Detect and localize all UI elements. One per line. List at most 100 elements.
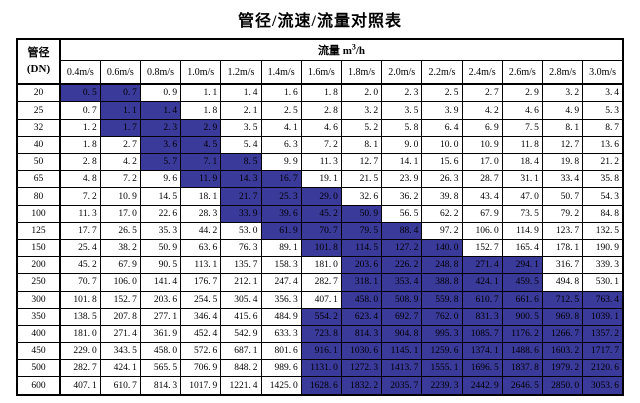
flow-value-cell: 494. 8: [541, 273, 584, 292]
flow-value-cell: 1. 2: [59, 118, 101, 137]
flow-value-cell: 67. 9: [99, 256, 141, 275]
velocity-header: 0.4m/s: [59, 60, 101, 85]
flow-value-cell: 565. 5: [139, 359, 182, 378]
flow-value-cell: 424. 1: [99, 359, 141, 378]
flow-value-cell: 97. 2: [421, 221, 463, 240]
flow-value-cell: 339. 3: [582, 256, 624, 275]
flow-value-cell: 23. 9: [381, 170, 423, 189]
flow-value-cell: 508. 9: [381, 290, 423, 309]
flow-value-cell: 316. 7: [541, 256, 584, 275]
flow-value-cell: 8. 1: [340, 135, 383, 155]
flow-value-cell: 7. 5: [501, 118, 543, 137]
flow-value-cell: 1017. 9: [180, 376, 222, 396]
flow-value-cell: 2239. 3: [421, 376, 463, 396]
velocity-header-row: 0.4m/s 0.6m/s 0.8m/s 1.0m/s 1.2m/s 1.4m/s 1.6m…: [17, 60, 624, 85]
flow-value-cell: 1979. 2: [541, 359, 584, 378]
flow-value-cell: 712. 5: [541, 290, 584, 309]
flow-value-cell: 114. 9: [501, 221, 543, 240]
flow-value-cell: 12. 7: [541, 135, 584, 155]
flow-value-cell: 101. 8: [300, 238, 342, 258]
flow-value-cell: 458. 0: [139, 342, 182, 361]
flow-value-cell: 152. 7: [99, 290, 141, 309]
flow-value-cell: 1266. 7: [541, 324, 584, 344]
flow-rate-table: 管径 (DN) 流量 m3/h 0.4m/s 0.6m/s 0.8m/s 1.0m/s 1…: [16, 38, 624, 396]
flow-value-cell: 4. 8: [59, 170, 101, 189]
flow-value-cell: 203. 6: [139, 290, 182, 309]
flow-value-cell: 45. 2: [300, 204, 342, 223]
flow-value-cell: 1. 1: [99, 101, 141, 120]
table-row: 80 7. 2 10. 9 14. 5 18. 1 21. 7 25. 3 29. 0 32. …: [16, 187, 624, 206]
table-row: 32 1. 2 1. 7 2. 3 2. 9 3. 5 4. 1 4. 6 5. 2 5. 8 6.…: [16, 118, 624, 137]
flow-value-cell: 54. 3: [582, 187, 624, 206]
flow-value-cell: 5. 7: [139, 153, 182, 172]
flow-value-cell: 226. 2: [381, 256, 423, 275]
flow-value-cell: 11. 3: [300, 153, 342, 172]
flow-value-cell: 14. 1: [381, 153, 423, 172]
flow-value-cell: 8. 1: [541, 118, 584, 137]
velocity-header: 3.0m/s: [582, 60, 624, 85]
velocity-header: 0.8m/s: [139, 60, 182, 85]
flow-value-cell: 50. 9: [139, 238, 182, 258]
flow-value-cell: 10. 0: [421, 135, 463, 155]
flow-value-cell: 56. 5: [381, 204, 423, 223]
flow-value-cell: 8. 5: [220, 153, 262, 172]
flow-value-cell: 247. 4: [260, 273, 302, 292]
velocity-header: 2.2m/s: [421, 60, 463, 85]
flow-value-cell: 84. 8: [582, 204, 624, 223]
flow-value-cell: 1628. 6: [300, 376, 342, 396]
flow-value-cell: 559. 8: [421, 290, 463, 309]
table-row: 200 45. 2 67. 9 90. 5 113. 1 135. 7 158. 3 181.…: [16, 256, 624, 275]
flow-value-cell: 207. 8: [99, 307, 141, 326]
flow-value-cell: 7. 2: [99, 170, 141, 189]
flow-value-cell: 190. 9: [582, 238, 624, 258]
velocity-header: 2.0m/s: [381, 60, 423, 85]
flow-value-cell: 21. 2: [582, 153, 624, 172]
flow-value-cell: 2. 8: [300, 101, 342, 120]
flow-value-cell: 70. 7: [59, 273, 101, 292]
dn-value: 350: [16, 307, 61, 326]
flow-value-cell: 2850. 0: [541, 376, 584, 396]
flow-value-cell: 610. 7: [461, 290, 503, 309]
flow-value-cell: 2. 9: [501, 83, 543, 103]
dn-header-line1: 管径: [27, 46, 50, 59]
dn-value: 25: [16, 101, 61, 120]
flow-value-cell: 2. 8: [59, 153, 101, 172]
flow-value-cell: 2. 9: [180, 118, 222, 137]
flow-value-cell: 1425. 0: [260, 376, 302, 396]
flow-value-cell: 916. 1: [300, 342, 342, 361]
flow-value-cell: 3. 6: [139, 135, 182, 155]
table-row: 600 407. 1 610. 7 814. 3 1017. 9 1221. 4 1425.…: [16, 376, 624, 396]
flow-value-cell: 181. 0: [59, 324, 101, 344]
flow-value-cell: 21. 5: [340, 170, 383, 189]
flow-value-cell: 1696. 5: [461, 359, 503, 378]
velocity-header: 2.6m/s: [501, 60, 543, 85]
flow-value-cell: 687. 1: [220, 342, 262, 361]
flow-value-cell: 3053. 6: [582, 376, 624, 396]
flow-value-cell: 181. 0: [300, 256, 342, 275]
flow-value-cell: 28. 3: [180, 204, 222, 223]
flow-value-cell: 5. 8: [381, 118, 423, 137]
flow-value-cell: 15. 6: [421, 153, 463, 172]
flow-value-cell: 989. 6: [260, 359, 302, 378]
flow-value-cell: 1. 6: [260, 83, 302, 103]
flow-value-cell: 63. 6: [180, 238, 222, 258]
flow-value-cell: 361. 9: [139, 324, 182, 344]
flow-value-cell: 6. 4: [421, 118, 463, 137]
header-row-top: 管径 (DN) 流量 m3/h: [16, 38, 624, 85]
flow-value-cell: 723. 8: [300, 324, 342, 344]
flow-value-cell: 692. 7: [381, 307, 423, 326]
flow-value-cell: 2. 7: [99, 135, 141, 155]
flow-value-cell: 904. 8: [381, 324, 423, 344]
flow-value-cell: 706. 9: [180, 359, 222, 378]
flow-value-cell: 8. 7: [582, 118, 624, 137]
flow-value-cell: 14. 3: [220, 170, 262, 189]
flow-value-cell: 801. 6: [260, 342, 302, 361]
flow-value-cell: 106. 0: [461, 221, 503, 240]
flow-value-cell: 530. 1: [582, 273, 624, 292]
flow-value-cell: 38. 2: [99, 238, 141, 258]
flow-value-cell: 9. 6: [139, 170, 182, 189]
flow-value-cell: 61. 9: [260, 221, 302, 240]
flow-value-cell: 458. 0: [340, 290, 383, 309]
